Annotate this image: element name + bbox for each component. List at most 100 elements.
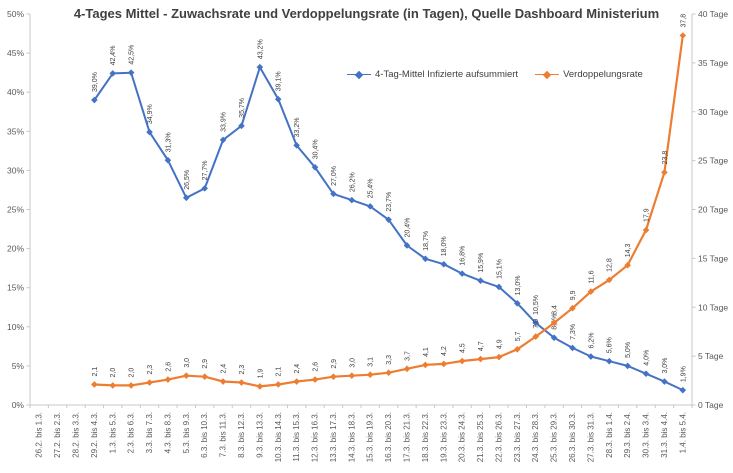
data-point-marker-icon: [238, 122, 245, 130]
data-point-label: 2,6: [165, 362, 172, 372]
x-axis-category-label: 7.3. bis 11.3.: [219, 412, 228, 457]
data-point-label: 4,9: [496, 339, 503, 349]
data-point-label: 35,7%: [239, 98, 246, 118]
y-axis-right-tick-label: 15 Tage: [698, 253, 728, 263]
data-point-label: 3,3: [386, 355, 393, 365]
data-point-marker-icon: [127, 69, 135, 76]
x-axis-category-label: 28.3. bis 1.4.: [605, 412, 614, 458]
data-point-marker-icon: [201, 373, 208, 380]
data-point-label: 4,7: [478, 341, 485, 351]
data-point-label: 18,7%: [423, 231, 430, 251]
data-point-marker-icon: [330, 190, 337, 198]
data-point-marker-icon: [679, 32, 687, 39]
x-axis-category-label: 31.3. bis 4.4.: [660, 412, 669, 458]
data-point-label: 3,0: [349, 358, 356, 368]
x-axis-category-label: 3.3. bis 7.3.: [145, 412, 154, 453]
data-point-label: 3,0%: [662, 358, 669, 374]
data-point-label: 7,3%: [570, 324, 577, 340]
data-point-label: 4,1: [423, 347, 430, 357]
data-point-label: 2,3: [239, 365, 246, 375]
data-point-label: 12,8: [607, 258, 614, 272]
data-point-marker-icon: [311, 163, 319, 171]
data-point-marker-icon: [127, 382, 135, 389]
data-point-label: 16,8%: [460, 246, 467, 266]
data-point-marker-icon: [477, 355, 484, 363]
legend-label-infizierte: 4-Tag-Mittel Infizierte aufsummiert: [375, 69, 519, 80]
legend: 4-Tag-Mittel Infizierte aufsummiert Verd…: [347, 69, 643, 80]
data-point-label: 43,2%: [257, 39, 264, 59]
data-point-label: 14,3: [625, 243, 632, 257]
legend-label-verdoppelungsrate: Verdoppelungsrate: [563, 69, 643, 80]
data-point-marker-icon: [532, 333, 539, 340]
data-point-label: 39,0%: [92, 72, 99, 92]
data-point-label: 1,9%: [680, 366, 687, 382]
data-point-marker-icon: [495, 353, 503, 361]
data-point-label: 15,1%: [496, 259, 503, 279]
data-point-label: 39,1%: [276, 71, 283, 91]
data-point-marker-icon: [514, 300, 521, 307]
x-axis-category-label: 13.3. bis 17.3.: [329, 412, 338, 462]
x-axis-category-label: 29.2. bis 4.3.: [90, 412, 99, 458]
x-axis-category-label: 26.2. bis 1.3.: [35, 412, 44, 458]
data-point-marker-icon: [661, 169, 668, 176]
data-point-label: 30,4%: [313, 139, 320, 159]
data-point-label: 5,6%: [607, 337, 614, 353]
legend-marker-orange-line-icon: [535, 70, 560, 80]
x-axis-category-label: 10.3. bis 14.3.: [274, 412, 283, 462]
data-point-label: 2,1: [92, 367, 99, 377]
data-point-marker-icon: [311, 376, 319, 383]
legend-item-infizierte: 4-Tag-Mittel Infizierte aufsummiert: [347, 69, 518, 80]
data-point-label: 31,3%: [165, 132, 172, 152]
data-point-marker-icon: [624, 261, 631, 269]
data-point-label: 8,4: [552, 305, 559, 315]
data-point-label: 42,4%: [110, 46, 117, 66]
x-axis-category-label: 19.3. bis 23.3.: [439, 412, 448, 462]
y-axis-left-tick-label: 5%: [12, 361, 25, 371]
y-axis-right-tick-label: 5 Tage: [698, 351, 724, 361]
data-point-label: 7,0: [533, 319, 540, 329]
data-point-marker-icon: [201, 185, 208, 192]
data-point-label: 2,0: [129, 368, 136, 378]
data-point-label: 34,9%: [147, 104, 154, 124]
data-point-marker-icon: [109, 70, 117, 77]
x-axis-category-label: 6.3. bis 10.3.: [200, 412, 209, 458]
data-point-label: 23,8: [662, 151, 669, 165]
y-axis-left-tick-label: 25%: [7, 205, 24, 215]
x-axis-category-label: 14.3. bis 18.3.: [347, 412, 356, 462]
x-axis-category-label: 11.3. bis 15.3.: [292, 412, 301, 462]
data-point-marker-icon: [440, 260, 448, 268]
data-point-marker-icon: [348, 372, 356, 379]
data-point-marker-icon: [256, 63, 264, 71]
y-axis-right-tick-label: 0 Tage: [698, 400, 724, 410]
data-point-label: 15,9%: [478, 253, 485, 273]
data-point-marker-icon: [569, 304, 576, 312]
data-point-marker-icon: [605, 357, 613, 365]
data-point-label: 3,0: [184, 358, 191, 368]
data-point-label: 3,7: [404, 351, 411, 361]
data-point-label: 42,5%: [129, 45, 136, 65]
data-point-label: 2,1: [276, 367, 283, 377]
data-point-label: 5,0%: [625, 342, 632, 358]
data-point-label: 4,2: [441, 346, 448, 356]
data-point-marker-icon: [146, 128, 153, 136]
data-point-label: 2,4: [294, 364, 301, 374]
data-point-label: 2,4: [221, 364, 228, 374]
y-axis-left-tick-label: 0%: [12, 400, 25, 410]
data-point-label: 23,7%: [386, 192, 393, 212]
data-point-marker-icon: [661, 378, 668, 385]
x-axis-category-label: 9.3. bis 13.3.: [255, 412, 264, 458]
y-axis-left-tick-label: 20%: [7, 244, 24, 254]
data-point-label: 17,9: [644, 208, 651, 222]
data-point-label: 20,4%: [404, 218, 411, 238]
y-axis-right-tick-label: 20 Tage: [698, 205, 728, 215]
data-point-marker-icon: [348, 196, 356, 204]
data-point-label: 18,0%: [441, 236, 448, 256]
data-point-marker-icon: [477, 277, 484, 284]
data-point-marker-icon: [642, 226, 650, 234]
data-point-marker-icon: [238, 379, 245, 386]
data-point-marker-icon: [679, 386, 687, 394]
data-point-marker-icon: [495, 283, 503, 291]
data-point-marker-icon: [366, 371, 374, 378]
y-axis-left-tick-label: 50%: [7, 9, 24, 19]
